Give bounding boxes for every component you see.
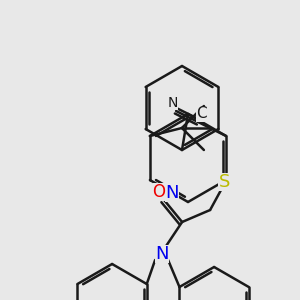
Text: O: O <box>153 183 166 201</box>
Text: N: N <box>165 184 179 202</box>
Text: S: S <box>218 173 230 191</box>
Text: N: N <box>155 245 169 263</box>
Text: N: N <box>168 96 178 110</box>
Text: C: C <box>196 106 206 122</box>
